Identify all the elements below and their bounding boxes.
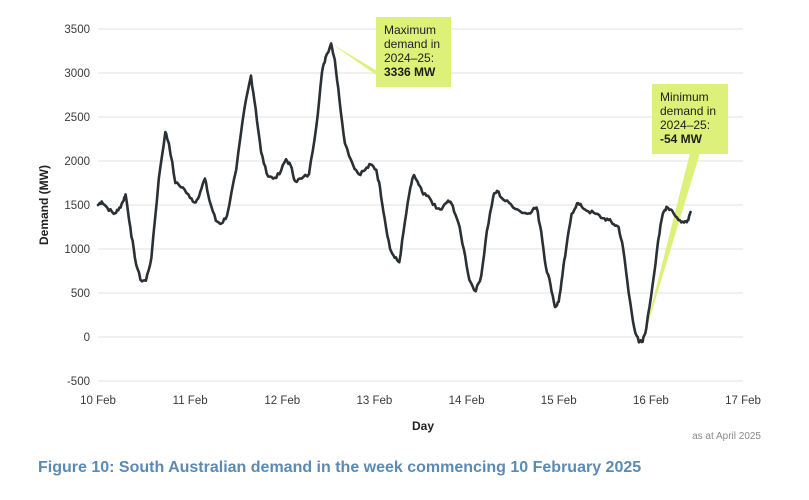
y-tick-label: 1000: [64, 244, 90, 256]
figure-caption: Figure 10: South Australian demand in th…: [38, 459, 642, 476]
x-tick-label: 13 Feb: [357, 395, 393, 407]
y-tick-label: 2000: [64, 156, 90, 168]
y-axis-title: Demand (MW): [37, 165, 51, 245]
y-tick-label: 2500: [64, 112, 90, 124]
demand-series-line: [96, 42, 692, 344]
x-tick-label: 12 Feb: [264, 395, 300, 407]
max-callout-value: 3336 MW: [384, 65, 436, 79]
y-tick-label: 3000: [64, 68, 90, 80]
x-tick-label: 14 Feb: [449, 395, 485, 407]
min-demand-callout: Minimum demand in 2024–25: -54 MW: [652, 84, 728, 154]
y-tick-label: 3500: [64, 24, 90, 36]
x-tick-labels: 10 Feb 11 Feb 12 Feb 13 Feb 14 Feb 15 Feb 16 F…: [80, 395, 761, 407]
max-demand-callout: Maximum demand in 2024–25: 3336 MW: [376, 17, 451, 87]
min-callout-line-1: Minimum: [660, 90, 709, 104]
min-callout-line-3: 2024–25:: [660, 118, 711, 132]
max-callout-line-1: Maximum: [384, 23, 437, 37]
data-date-note: as at April 2025: [692, 431, 761, 442]
y-tick-labels: -500 0 500 1000 1500 2000 2500 3000 3500: [64, 24, 90, 388]
max-callout-pointer: [331, 43, 402, 86]
min-callout-pointer: [642, 153, 700, 342]
y-tick-label: -500: [67, 376, 90, 388]
x-tick-label: 10 Feb: [80, 395, 116, 407]
callout-pointers: [331, 43, 700, 342]
x-tick-label: 16 Feb: [633, 395, 669, 407]
y-tick-label: 1500: [64, 200, 90, 212]
x-axis-title: Day: [412, 419, 434, 433]
x-tick-label: 17 Feb: [725, 395, 761, 407]
x-tick-label: 15 Feb: [541, 395, 577, 407]
max-callout-line-3: 2024–25:: [384, 51, 435, 65]
x-tick-label: 11 Feb: [173, 395, 208, 407]
min-callout-line-2: demand in: [660, 104, 717, 118]
y-tick-label: 500: [71, 288, 90, 300]
y-tick-label: 0: [84, 332, 90, 344]
min-callout-value: -54 MW: [660, 132, 702, 146]
max-callout-line-2: demand in: [384, 37, 441, 51]
